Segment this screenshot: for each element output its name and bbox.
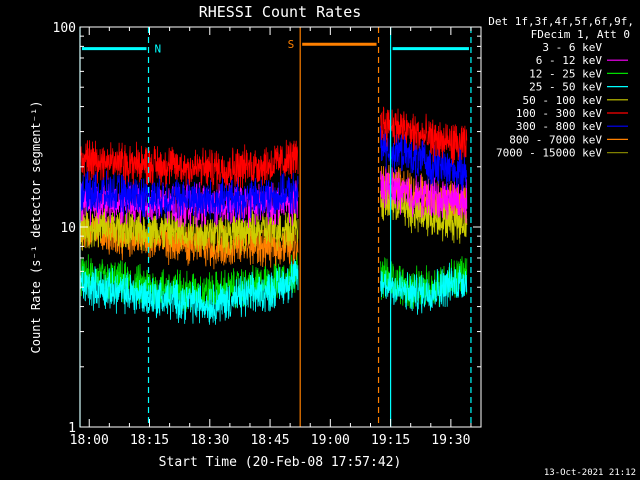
legend-label-800-7000-kev: 800 - 7000 keV [509, 133, 602, 146]
chart-title: RHESSI Count Rates [199, 3, 362, 21]
y-tick-label-3: 100 [53, 21, 76, 36]
x-tick-label-3: 18:30 [190, 433, 229, 448]
legend-header-line2: FDecim 1, Att 0 [531, 28, 630, 41]
series-line-800-7000-kev-seg1 [79, 213, 299, 270]
x-axis-ticks: 18:00 18:15 18:30 18:45 19:00 19:15 19:30 [70, 27, 472, 448]
series-line-3-6-kev-seg1 [79, 274, 299, 365]
x-tick-label-1: 18:00 [70, 433, 109, 448]
legend-label-50-100-kev: 50 - 100 keV [523, 94, 603, 107]
legend-label-300-800-kev: 300 - 800 keV [516, 120, 602, 133]
series-line-50-100-kev-seg2 [380, 177, 468, 244]
series-line-25-50-kev-seg1 [79, 258, 299, 325]
timestamp: 13-Oct-2021 21:12 [544, 468, 636, 478]
x-tick-label-6: 19:15 [371, 433, 410, 448]
vertical-markers [79, 27, 472, 427]
legend-label-3-6-kev: 3 - 6 keV [542, 41, 602, 54]
series-line-6-12-kev-seg2 [380, 166, 468, 224]
series-line-100-300-kev-seg2 [380, 106, 468, 165]
legend-label-25-50-kev: 25 - 50 keV [529, 81, 602, 94]
legend-label-12-25-kev: 12 - 25 keV [529, 67, 602, 80]
y-tick-label-1: 1 [68, 421, 76, 436]
attenuator-bar-label-1: N [155, 43, 162, 56]
legend-label-7000-15000-kev: 7000 - 15000 keV [496, 147, 602, 160]
x-tick-label-7: 19:30 [431, 433, 470, 448]
x-tick-label-4: 18:45 [250, 433, 289, 448]
attenuator-bar-label-2: S [288, 38, 295, 51]
plot-data [79, 106, 468, 365]
series-line-300-800-kev-seg2 [380, 125, 468, 192]
legend-header-line1: Det 1f,3f,4f,5f,6f,9f, [488, 15, 634, 28]
legend-label-6-12-kev: 6 - 12 keV [536, 54, 603, 67]
y-axis-ticks: 1 10 100 [53, 21, 481, 436]
x-tick-label-5: 19:00 [311, 433, 350, 448]
series-line-25-50-kev-seg2 [380, 262, 468, 315]
series-line-50-100-kev-seg1 [79, 206, 299, 254]
x-tick-label-2: 18:15 [130, 433, 169, 448]
series-line-100-300-kev-seg1 [79, 139, 299, 191]
legend-label-100-300-kev: 100 - 300 keV [516, 107, 602, 120]
series-line-300-800-kev-seg1 [79, 169, 299, 222]
y-tick-label-2: 10 [60, 221, 76, 236]
y-axis-label: Count Rate (s⁻¹ detector segment⁻¹) [29, 101, 43, 354]
series-line-3-6-kev-seg2 [380, 266, 468, 327]
legend: Det 1f,3f,4f,5f,6f,9f, FDecim 1, Att 0 3… [488, 15, 634, 160]
x-axis-label: Start Time (20-Feb-08 17:57:42) [159, 455, 402, 470]
